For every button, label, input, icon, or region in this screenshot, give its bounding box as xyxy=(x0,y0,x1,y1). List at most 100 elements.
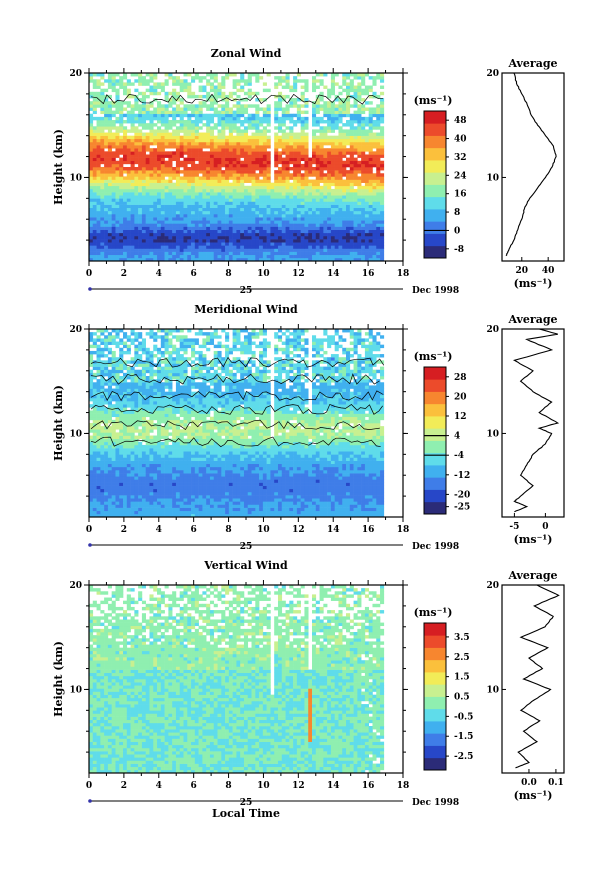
y-axis-label: Height (km) xyxy=(52,385,65,461)
x-tick-label: 0 xyxy=(86,781,92,791)
profile-x-label: (ms⁻¹) xyxy=(514,789,553,802)
x-tick-label: 18 xyxy=(397,781,410,791)
colorbar-swatch xyxy=(424,672,446,685)
colorbar-swatch xyxy=(424,477,446,490)
colorbar-swatch xyxy=(424,147,446,161)
colorbar-tick-label: -2.5 xyxy=(454,752,473,762)
x-tick-label: 4 xyxy=(156,781,162,791)
x-tick-label: 12 xyxy=(292,269,305,279)
profile-line xyxy=(512,328,560,513)
colorbar-swatch xyxy=(424,233,446,247)
profile-y-tick-label: 20 xyxy=(486,69,499,79)
x-tick-label: 4 xyxy=(156,269,162,279)
colorbar-swatch xyxy=(424,757,446,771)
date-axis-label: Dec 1998 xyxy=(412,798,459,808)
x-tick-label: 2 xyxy=(121,269,127,279)
panel-2: Meridional Wind Height (km) 10 20 0 2 4 6 8 10 12 1… xyxy=(52,303,565,552)
colorbar-swatch xyxy=(424,184,446,198)
colorbar-swatch xyxy=(424,684,446,697)
colorbar-swatch xyxy=(424,111,446,124)
y-tick-label: 20 xyxy=(69,581,82,591)
colorbar-tick-label: 40 xyxy=(454,135,467,145)
colorbar-swatch xyxy=(424,403,446,417)
colorbar-tick-label: 20 xyxy=(454,392,467,402)
colorbar-tick-label: 4 xyxy=(454,432,460,442)
colorbar-swatch xyxy=(424,428,446,441)
colorbar-tick-label: 48 xyxy=(454,116,467,126)
x-tick-label: 6 xyxy=(191,781,197,791)
colorbar-swatch xyxy=(424,489,446,503)
x-tick-label: 8 xyxy=(225,525,231,535)
x-tick-label: 18 xyxy=(397,525,410,535)
colorbar-swatch xyxy=(424,721,446,734)
colorbar-swatch xyxy=(424,696,446,710)
contour-line xyxy=(90,356,385,368)
y-axis-label: Height (km) xyxy=(52,129,65,205)
x-tick-label: 2 xyxy=(121,781,127,791)
colorbar-swatch xyxy=(424,391,446,405)
x-tick-label: 2 xyxy=(121,525,127,535)
colorbar-tick-label: -25 xyxy=(454,503,470,513)
x-tick-label: 16 xyxy=(362,781,375,791)
colorbar-swatch xyxy=(424,172,446,185)
colorbar-tick-label: 2.5 xyxy=(454,653,470,663)
contour-line xyxy=(90,403,383,415)
profile-x-tick-label: 0 xyxy=(542,522,548,532)
colorbar-unit: (ms⁻¹) xyxy=(414,606,453,619)
profile-y-tick-label: 10 xyxy=(486,173,499,183)
x-tick-label: 16 xyxy=(362,525,375,535)
profile-frame xyxy=(501,584,565,774)
colorbar-tick-label: -4 xyxy=(454,451,464,461)
colorbar-swatch xyxy=(424,452,446,466)
y-tick-label: 20 xyxy=(69,69,82,79)
colorbar-tick-label: 32 xyxy=(454,153,467,163)
colorbar-tick-label: 1.5 xyxy=(454,673,470,683)
profile-title: Average xyxy=(507,569,557,582)
colorbar-tick-label: 0 xyxy=(454,226,460,236)
colorbar-unit: (ms⁻¹) xyxy=(414,350,453,363)
profile-x-tick-label: 20 xyxy=(516,266,529,276)
x-tick-label: 16 xyxy=(362,269,375,279)
x-tick-label: 8 xyxy=(225,781,231,791)
colorbar-frame xyxy=(423,366,447,515)
contour-line xyxy=(90,419,380,430)
profile-y-tick-label: 20 xyxy=(486,581,499,591)
x-tick-label: 6 xyxy=(191,525,197,535)
x-tick-label: 12 xyxy=(292,781,305,791)
y-tick-label: 10 xyxy=(69,429,82,439)
x-tick-label: 8 xyxy=(225,269,231,279)
colorbar-swatch xyxy=(424,416,446,429)
colorbar-tick-label: -8 xyxy=(454,245,464,255)
profile-x-label: (ms⁻¹) xyxy=(514,277,553,290)
y-tick-label: 10 xyxy=(69,685,82,695)
colorbar-swatch xyxy=(424,440,446,454)
x-tick-label: 0 xyxy=(86,269,92,279)
colorbar-tick-label: 0.5 xyxy=(454,693,470,703)
date-axis-label: Dec 1998 xyxy=(412,542,459,552)
x-tick-label: 4 xyxy=(156,525,162,535)
date-axis-start-marker xyxy=(88,287,92,291)
average-profile: Average 10 20 -5 0(ms⁻¹) xyxy=(486,313,565,546)
colorbar: (ms⁻¹) -8 0 8 16 24 32 40 48 xyxy=(414,94,467,259)
profile-x-tick-label: -5 xyxy=(509,522,519,532)
colorbar-swatch xyxy=(424,135,446,149)
x-tick-label: 10 xyxy=(257,781,270,791)
profile-y-tick-label: 10 xyxy=(486,685,499,695)
x-tick-label: 14 xyxy=(327,781,340,791)
panel-title: Zonal Wind xyxy=(211,47,282,60)
colorbar-swatch xyxy=(424,659,446,673)
profile-title: Average xyxy=(507,313,557,326)
profile-x-tick-label: 0.0 xyxy=(521,778,537,788)
profile-x-tick-label: 0.1 xyxy=(548,778,564,788)
colorbar-tick-label: -0.5 xyxy=(454,712,473,722)
colorbar-tick-label: 3.5 xyxy=(454,633,470,643)
heatmap-cells xyxy=(89,585,385,774)
colorbar-swatch xyxy=(424,367,446,380)
profile-line xyxy=(505,72,557,257)
colorbar-swatch xyxy=(424,745,446,759)
panel-3: Vertical Wind Height (km) 10 20 0 2 4 6 8 10 12 14 1… xyxy=(52,559,565,820)
date-axis-start-marker xyxy=(88,543,92,547)
colorbar-swatch xyxy=(424,123,446,136)
